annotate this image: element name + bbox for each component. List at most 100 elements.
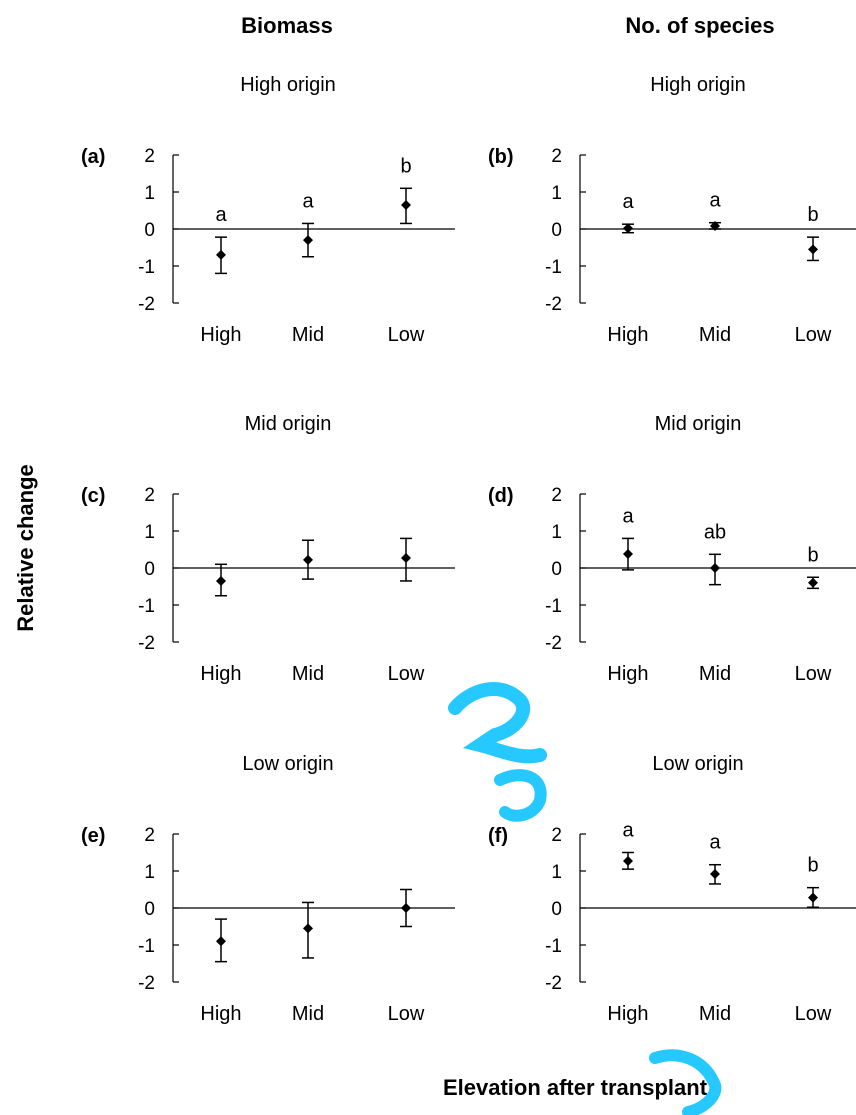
y-tick-label: 0 — [144, 220, 155, 241]
panel-letter: (d) — [488, 485, 514, 507]
x-tick-label: High — [607, 663, 648, 685]
y-tick-label: -2 — [138, 294, 155, 315]
data-point — [623, 549, 633, 559]
significance-letter: a — [215, 204, 227, 226]
panel-title: High origin — [650, 74, 746, 96]
x-tick-label: High — [607, 1003, 648, 1025]
y-tick-label: 2 — [144, 485, 155, 506]
y-tick-label: 0 — [551, 559, 562, 580]
panel-title: High origin — [240, 74, 336, 96]
data-point — [216, 250, 226, 260]
y-tick-label: 1 — [144, 522, 155, 543]
data-point — [216, 936, 226, 946]
significance-letter: a — [709, 832, 721, 854]
significance-letter: b — [400, 155, 411, 177]
x-tick-label: Low — [388, 663, 425, 685]
data-point — [710, 563, 720, 573]
x-tick-label: Low — [388, 1003, 425, 1025]
y-tick-label: 1 — [144, 183, 155, 204]
x-tick-label: Mid — [699, 324, 731, 346]
panel-c: Mid origin (c) 2 1 0 -1 -2 High Mid Low — [81, 413, 455, 685]
y-tick-label: -2 — [545, 973, 562, 994]
x-tick-label: High — [200, 1003, 241, 1025]
y-tick-label: -1 — [138, 936, 155, 957]
y-tick-label: 0 — [551, 220, 562, 241]
panel-letter: (b) — [488, 146, 514, 168]
significance-letter: a — [622, 505, 634, 527]
x-tick-label: Mid — [699, 663, 731, 685]
data-point — [808, 244, 818, 254]
significance-letter: ab — [704, 521, 726, 543]
data-point — [401, 200, 411, 210]
y-tick-label: -2 — [138, 633, 155, 654]
y-tick-label: 0 — [144, 899, 155, 920]
x-tick-label: Mid — [292, 324, 324, 346]
data-point — [623, 856, 633, 866]
y-tick-label: -1 — [545, 936, 562, 957]
y-tick-label: 1 — [551, 862, 562, 883]
significance-letter: a — [622, 191, 634, 213]
y-tick-label: -2 — [138, 973, 155, 994]
panel-letter: (c) — [81, 485, 105, 507]
x-tick-label: Low — [795, 1003, 832, 1025]
x-axis-label: Elevation after transplant — [443, 1075, 708, 1100]
y-tick-label: -1 — [138, 257, 155, 278]
watermark-stroke-lower — [500, 775, 541, 816]
y-axis-label: Relative change — [13, 464, 38, 632]
column-title-biomass: Biomass — [241, 13, 333, 38]
significance-letter: b — [807, 855, 818, 877]
panel-title: Mid origin — [655, 413, 742, 435]
x-tick-label: Low — [795, 324, 832, 346]
panel-b: High origin (b) 2 1 0 -1 -2 High Mid Low a a b — [488, 74, 856, 346]
x-tick-label: Low — [795, 663, 832, 685]
data-point — [710, 869, 720, 879]
significance-letter: b — [807, 544, 818, 566]
data-point — [303, 555, 313, 565]
y-tick-label: 0 — [144, 559, 155, 580]
panel-e: Low origin (e) 2 1 0 -1 -2 High Mid Low — [81, 753, 455, 1025]
y-tick-label: 2 — [551, 146, 562, 167]
y-tick-label: 1 — [551, 522, 562, 543]
data-point — [401, 903, 411, 913]
y-tick-label: 2 — [551, 825, 562, 846]
y-tick-label: -1 — [545, 596, 562, 617]
panel-letter: (e) — [81, 825, 105, 847]
x-tick-label: Mid — [699, 1003, 731, 1025]
x-tick-label: High — [200, 663, 241, 685]
panel-a: High origin (a) 2 1 0 -1 -2 High Mid Low a a b — [81, 74, 455, 346]
data-point — [303, 235, 313, 245]
panel-d: Mid origin (d) 2 1 0 -1 -2 High Mid Low a ab b — [488, 413, 856, 685]
x-tick-label: High — [200, 324, 241, 346]
panel-title: Low origin — [652, 753, 743, 775]
y-tick-label: -2 — [545, 294, 562, 315]
x-tick-label: High — [607, 324, 648, 346]
y-tick-label: 1 — [551, 183, 562, 204]
y-tick-label: -2 — [545, 633, 562, 654]
y-tick-label: 2 — [551, 485, 562, 506]
data-point — [808, 893, 818, 903]
x-tick-label: Mid — [292, 663, 324, 685]
panel-title: Mid origin — [245, 413, 332, 435]
y-tick-label: 2 — [144, 825, 155, 846]
panel-letter: (a) — [81, 146, 105, 168]
panel-title: Low origin — [242, 753, 333, 775]
panel-letter: (f) — [488, 825, 508, 847]
x-tick-label: Mid — [292, 1003, 324, 1025]
data-point — [303, 923, 313, 933]
y-tick-label: 1 — [144, 862, 155, 883]
x-tick-label: Low — [388, 324, 425, 346]
y-tick-label: 2 — [144, 146, 155, 167]
significance-letter: a — [622, 820, 634, 842]
significance-letter: b — [807, 204, 818, 226]
y-tick-label: 0 — [551, 899, 562, 920]
significance-letter: a — [709, 190, 721, 212]
data-point — [401, 553, 411, 563]
significance-letter: a — [302, 190, 314, 212]
y-tick-label: -1 — [545, 257, 562, 278]
data-point — [216, 576, 226, 586]
data-point — [808, 578, 818, 588]
y-tick-label: -1 — [138, 596, 155, 617]
column-title-species: No. of species — [625, 13, 774, 38]
